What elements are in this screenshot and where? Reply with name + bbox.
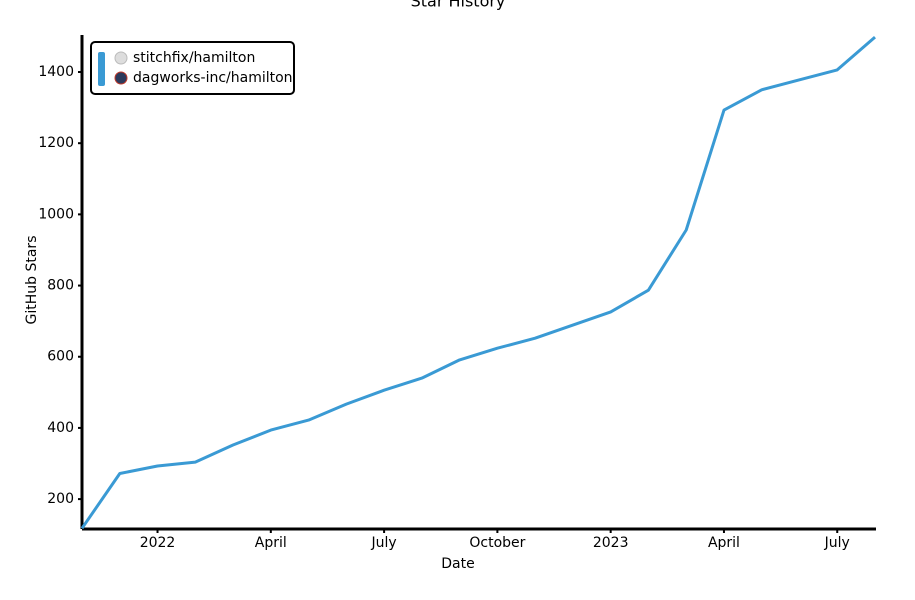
legend-icon: [114, 51, 128, 65]
x-tick-label: April: [708, 535, 740, 551]
legend-label: dagworks-inc/hamilton: [133, 70, 293, 86]
chart-title: Star History: [411, 0, 506, 11]
legend-icon: [114, 71, 128, 85]
y-tick-label: 1200: [38, 135, 74, 151]
x-axis-label: Date: [441, 556, 474, 572]
y-tick-label: 200: [47, 491, 74, 507]
x-tick-label: 2023: [593, 535, 629, 551]
x-tick-label: July: [824, 535, 850, 551]
legend-label: stitchfix/hamilton: [133, 50, 255, 66]
legend-swatch: [98, 52, 105, 86]
y-tick-label: 1000: [38, 206, 74, 222]
x-tick-label: April: [255, 535, 287, 551]
y-axis-label: GitHub Stars: [24, 236, 40, 325]
y-tick-label: 600: [47, 349, 74, 365]
series-line: [80, 35, 876, 530]
legend: stitchfix/hamilton dagworks-inc/hamilton: [90, 41, 295, 95]
x-tick-label: October: [469, 535, 525, 551]
y-tick-label: 400: [47, 420, 74, 436]
y-tick-label: 800: [47, 278, 74, 294]
x-tick-label: July: [371, 535, 397, 551]
y-tick-label: 1400: [38, 64, 74, 80]
x-tick-label: 2022: [140, 535, 176, 551]
legend-box: [90, 41, 295, 95]
